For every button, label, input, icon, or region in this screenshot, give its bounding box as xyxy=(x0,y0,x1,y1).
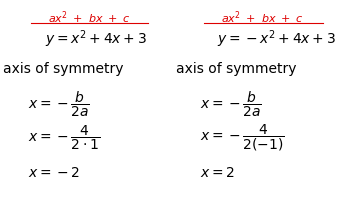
Text: axis of symmetry: axis of symmetry xyxy=(3,62,124,76)
Text: $\mathit{ax^2}\rm{\ +\ }\mathit{bx}\rm{\ +\ }\mathit{c}$: $\mathit{ax^2}\rm{\ +\ }\mathit{bx}\rm{\… xyxy=(48,10,131,26)
Text: $x = -\dfrac{4}{2 \cdot 1}$: $x = -\dfrac{4}{2 \cdot 1}$ xyxy=(28,124,100,152)
Text: axis of symmetry: axis of symmetry xyxy=(176,62,296,76)
Text: $x = -\dfrac{b}{2a}$: $x = -\dfrac{b}{2a}$ xyxy=(28,90,90,119)
Text: $x = -\dfrac{4}{2(-1)}$: $x = -\dfrac{4}{2(-1)}$ xyxy=(200,123,285,153)
Text: $x = -2$: $x = -2$ xyxy=(28,166,80,180)
Text: $y = -x^2 + 4x + 3$: $y = -x^2 + 4x + 3$ xyxy=(217,29,336,50)
Text: $x = -\dfrac{b}{2a}$: $x = -\dfrac{b}{2a}$ xyxy=(200,90,262,119)
Text: $\mathit{ax^2}\rm{\ +\ }\mathit{bx}\rm{\ +\ }\mathit{c}$: $\mathit{ax^2}\rm{\ +\ }\mathit{bx}\rm{\… xyxy=(221,10,304,26)
Text: $y = x^2 + 4x + 3$: $y = x^2 + 4x + 3$ xyxy=(45,29,147,50)
Text: $x = 2$: $x = 2$ xyxy=(200,166,235,180)
